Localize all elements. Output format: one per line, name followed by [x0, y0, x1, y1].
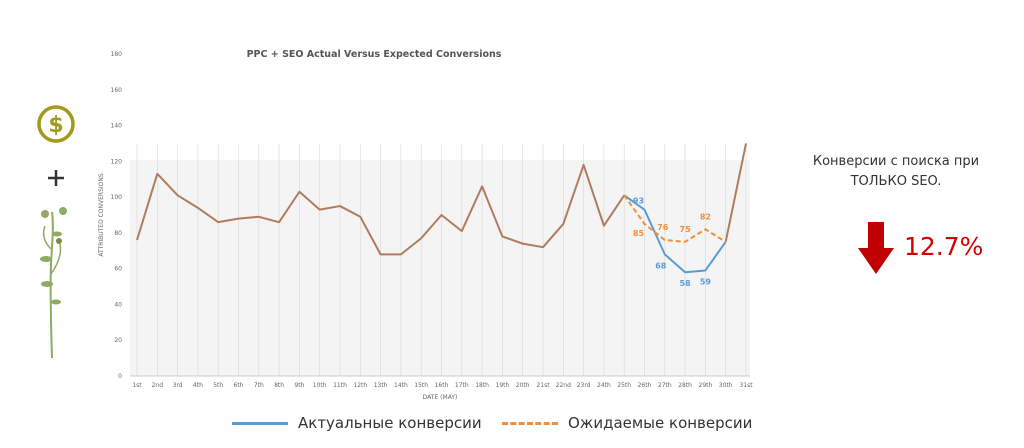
plot-background-top — [130, 54, 750, 160]
y-ticks: 0 20 40 60 80 100 120 140 160 180 — [111, 51, 123, 380]
x-tick-label: 28th — [678, 382, 692, 389]
y-tick-label: 0 — [118, 373, 122, 380]
series-group — [136, 143, 747, 274]
icon-stack: $ — [37, 105, 75, 359]
data-label: 82 — [700, 212, 711, 221]
data-label: 85 — [633, 229, 645, 238]
x-tick-label: 29th — [699, 382, 713, 389]
y-tick-label: 60 — [114, 266, 122, 273]
y-tick-label: 180 — [111, 51, 123, 58]
legend-item-actual: Актуальные конверсии — [232, 414, 482, 432]
y-tick-label: 120 — [111, 158, 123, 165]
x-tick-label: 16th — [435, 382, 449, 389]
x-tick-label: 8th — [274, 382, 284, 389]
x-tick-label: 30th — [719, 382, 733, 389]
x-tick-label: 21st — [536, 382, 550, 389]
y-tick-label: 160 — [111, 87, 123, 94]
plus-icon — [48, 170, 64, 186]
legend-label-expected: Ожидаемые конверсии — [568, 414, 753, 432]
x-tick-label: 5th — [213, 382, 223, 389]
x-tick-label: 19th — [496, 382, 510, 389]
x-tick-label: 24th — [597, 382, 611, 389]
data-labels: 93 68 58 59 85 76 75 82 — [633, 197, 711, 289]
x-tick-label: 3rd — [173, 382, 183, 389]
x-tick-label: 27th — [658, 382, 672, 389]
plot-background — [130, 160, 750, 376]
x-tick-label: 9th — [294, 382, 304, 389]
y-tick-label: 100 — [111, 194, 123, 201]
dollar-coin-icon: $ — [37, 105, 75, 143]
chart-title: PPC + SEO Actual Versus Expected Convers… — [247, 49, 502, 60]
x-tick-label: 10th — [313, 382, 327, 389]
x-tick-label: 17th — [455, 382, 469, 389]
y-tick-label: 40 — [114, 301, 122, 308]
x-ticks: 1st 2nd 3rd 4th 5th 6th 7th 8th 9th 10th 11th 12th 1… — [132, 382, 753, 389]
x-tick-label: 20th — [516, 382, 530, 389]
x-tick-label: 11th — [333, 382, 347, 389]
x-tick-label: 13th — [374, 382, 388, 389]
data-label: 93 — [633, 197, 644, 206]
svg-text:$: $ — [48, 113, 63, 138]
change-value: 12.7% — [904, 232, 984, 261]
x-tick-label: 26th — [638, 382, 652, 389]
legend-item-expected: Ожидаемые конверсии — [502, 414, 752, 432]
x-tick-label: 31st — [739, 382, 753, 389]
x-tick-label: 4th — [193, 382, 203, 389]
x-tick-label: 22nd — [556, 382, 571, 389]
note-text: Конверсии с поиска при ТОЛЬКО SEO. — [812, 154, 980, 189]
change-indicator: 12.7% — [858, 222, 1008, 278]
data-label: 68 — [655, 261, 667, 270]
legend: Актуальные конверсии Ожидаемые конверсии — [232, 414, 772, 444]
series-line-0 — [724, 143, 747, 243]
plant-icon — [40, 207, 67, 359]
legend-swatch-actual — [232, 421, 288, 425]
grid — [136, 144, 747, 376]
legend-label-actual: Актуальные конверсии — [298, 414, 482, 432]
y-tick-label: 20 — [114, 337, 122, 344]
x-tick-label: 6th — [234, 382, 244, 389]
x-tick-label: 1st — [132, 382, 142, 389]
x-tick-label: 7th — [254, 382, 264, 389]
series-line-1 — [623, 194, 727, 274]
x-tick-label: 14th — [394, 382, 408, 389]
series-line-0 — [136, 163, 626, 256]
x-tick-label: 2nd — [152, 382, 164, 389]
x-tick-label: 23rd — [577, 382, 591, 389]
x-tick-label: 12th — [353, 382, 367, 389]
data-label: 76 — [657, 223, 669, 232]
x-tick-label: 25th — [617, 382, 631, 389]
data-label: 59 — [700, 277, 712, 286]
y-tick-label: 80 — [114, 230, 122, 237]
x-axis-label: DATE (MAY) — [423, 394, 458, 401]
y-tick-label: 140 — [111, 123, 123, 130]
x-tick-label: 18th — [475, 382, 489, 389]
data-label: 58 — [680, 279, 692, 288]
x-tick-label: 15th — [414, 382, 428, 389]
arrow-down-icon — [858, 222, 894, 274]
data-label: 75 — [680, 225, 692, 234]
y-axis-label: ATTRIBUTED CONVERSIONS — [98, 173, 105, 257]
legend-swatch-expected — [502, 421, 558, 425]
left-icons: $ — [26, 104, 86, 364]
